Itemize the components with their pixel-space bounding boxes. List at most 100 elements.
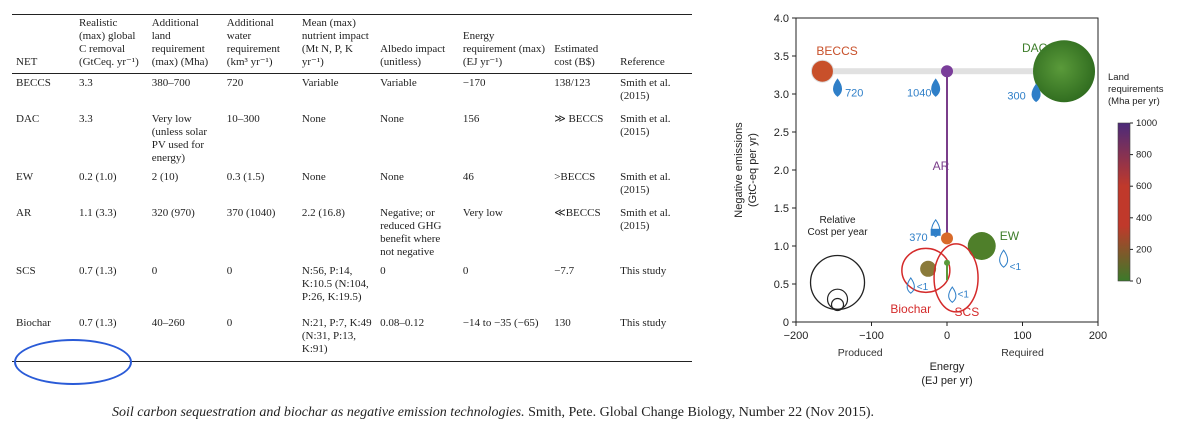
table-cell: 0 <box>226 264 233 277</box>
y-tick-label: 2.5 <box>774 127 789 139</box>
water-drop-ar <box>931 218 941 238</box>
table-cell: Smith et al. (2015) <box>620 206 671 232</box>
colorbar-tick-label: 600 <box>1136 181 1152 192</box>
table-cell: 46 <box>462 170 474 183</box>
water-drop-ew <box>999 249 1009 268</box>
table-row: EW 0.2 (1.0) 2 (10) 0.3 (1.5) None None 46 >BEC… <box>12 168 692 204</box>
colorbar-title-line: requirements <box>1108 84 1164 95</box>
y-tick-label: 3.0 <box>774 89 789 101</box>
colorbar-tick-label: 800 <box>1136 150 1152 161</box>
point-dac <box>1033 40 1096 103</box>
table-row: BECCS 3.3 380–700 720 Variable Variable −170 13… <box>12 74 692 110</box>
label-ar: AR <box>933 159 950 173</box>
x-tick-label: −100 <box>859 330 884 342</box>
table-cell: None <box>301 170 326 183</box>
water-drop-ar-max <box>931 78 941 97</box>
table-cell: 0.08–0.12 <box>376 313 459 362</box>
table-cell: N:21, P:7, K:49 (N:31, P:13, K:91) <box>297 313 377 362</box>
table-cell: 138/123 <box>554 77 591 89</box>
table-row: SCS 0.7 (1.3) 0 0 N:56, P:14, K:10.5 (N:104,… <box>12 262 692 314</box>
y-tick-label: 1.0 <box>774 241 789 253</box>
table-cell: None <box>301 112 326 125</box>
table-cell: BECCS <box>16 77 51 89</box>
table-cell: SCS <box>16 264 36 277</box>
point-biochar <box>920 260 937 277</box>
y-tick-label: 3.5 <box>774 51 789 63</box>
x-side-label-produced: Produced <box>838 347 883 359</box>
table-cell: ≫ BECCS <box>554 112 604 125</box>
table-cell: 2.2 (16.8) <box>301 206 345 219</box>
table-cell: 0.2 (1.0) <box>78 170 117 183</box>
water-label-ar: 370 <box>909 232 927 244</box>
table-header-row: NET Realistic (max) global C removal (GtC… <box>12 14 692 74</box>
table-cell: Smith et al. (2015) <box>620 170 671 196</box>
water-label-dac: 300 <box>1007 90 1025 102</box>
table-cell: N:56, P:14, K:10.5 (N:104, P:26, K:19.5) <box>301 264 369 303</box>
table-cell: −14 to −35 (−65) <box>458 313 551 362</box>
y-tick-label: 2.0 <box>774 165 789 177</box>
table-header-cell: Realistic (max) global C removal (GtCeq.… <box>74 14 148 74</box>
table-cell: 0 <box>222 313 298 362</box>
table-header-cell: NET <box>12 14 75 74</box>
y-tick-label: 1.5 <box>774 203 789 215</box>
table-header-cell: Additional water requirement (km³ yr⁻¹) <box>222 14 298 74</box>
table-cell: DAC <box>16 112 40 125</box>
x-side-label-required: Required <box>1001 347 1044 359</box>
table-cell: 156 <box>462 112 480 125</box>
cost-circle-small <box>830 297 845 312</box>
table-cell: Very low (unless solar PV used for energ… <box>151 112 207 164</box>
x-tick-label: 100 <box>1013 330 1031 342</box>
x-tick-label: 200 <box>1089 330 1107 342</box>
point-ew <box>967 232 996 260</box>
table-cell: 130 <box>550 313 617 362</box>
table-cell: 1.1 (3.3) <box>78 206 117 219</box>
table-cell: 3.3 <box>78 112 93 125</box>
table-cell: 0.3 (1.5) <box>226 170 265 183</box>
table-header-cell: Energy requirement (max) (EJ yr⁻¹) <box>458 14 551 74</box>
table-cell: Smith et al. (2015) <box>620 112 671 138</box>
colorbar-title-line: Land <box>1108 72 1129 83</box>
net-comparison-table: NET Realistic (max) global C removal (GtC… <box>12 14 692 362</box>
point-beccs <box>810 59 834 83</box>
water-drop-scs <box>948 286 957 303</box>
table-cell: Variable <box>380 77 417 89</box>
table-cell: None <box>380 170 404 183</box>
biochar-highlight-ellipse <box>14 339 132 385</box>
cost-circle-large <box>809 254 866 311</box>
figure-caption: Soil carbon sequestration and biochar as… <box>112 405 874 421</box>
table-cell: ≪BECCS <box>554 206 601 219</box>
water-drop-biochar <box>906 277 915 294</box>
water-label-ar-max: 1040 <box>907 87 931 99</box>
chart-svg: 0 0.5 1.0 1.5 2.0 2.5 3.0 3.5 4.0 −200 −100 0 100 200… <box>733 13 1164 387</box>
net-energy-chart: 0 0.5 1.0 1.5 2.0 2.5 3.0 3.5 4.0 −200 −100 0 100 200… <box>726 0 1200 400</box>
table-cell: Variable <box>301 77 339 89</box>
table-cell: This study <box>620 264 667 277</box>
cost-legend-line2: Cost per year <box>808 227 869 238</box>
table-cell: 0.7 (1.3) <box>78 264 117 277</box>
table-header-cell: Estimated cost (B$) <box>550 14 617 74</box>
x-axis-label: Energy <box>930 361 965 373</box>
water-label-biochar: <1 <box>917 282 929 293</box>
table-cell: None <box>380 112 404 125</box>
table-header-cell: Additional land requirement (max) (Mha) <box>147 14 223 74</box>
table-cell: 2 (10) <box>151 170 179 183</box>
table-cell: 720 <box>226 77 244 89</box>
table-cell: 370 (1040) <box>226 206 276 219</box>
plot-area: 0 0.5 1.0 1.5 2.0 2.5 3.0 3.5 4.0 −200 −100 0 100 200… <box>733 13 1164 387</box>
caption-rest: Smith, Pete. Global Change Biology, Numb… <box>524 405 875 420</box>
table-cell: 3.3 <box>78 77 93 89</box>
table-row: AR 1.1 (3.3) 320 (970) 370 (1040) 2.2 (16.8)… <box>12 204 692 262</box>
water-drop-beccs <box>833 78 843 97</box>
y-tick-label: 0 <box>783 317 789 329</box>
colorbar-tick-label: 400 <box>1136 213 1152 224</box>
cost-circle-medium <box>826 288 849 310</box>
cost-legend-line1: Relative <box>819 215 856 226</box>
net-table: NET Realistic (max) global C removal (GtC… <box>12 14 692 362</box>
point-ar <box>941 232 953 245</box>
label-scs: SCS <box>955 305 980 319</box>
table-row: DAC 3.3 Very low (unless solar PV used for… <box>12 110 692 168</box>
water-fill-ar <box>930 228 941 236</box>
table-header-cell: Reference <box>616 14 692 74</box>
colorbar-title-line: (Mha per yr) <box>1108 96 1160 107</box>
table-cell: 380–700 <box>151 77 191 89</box>
